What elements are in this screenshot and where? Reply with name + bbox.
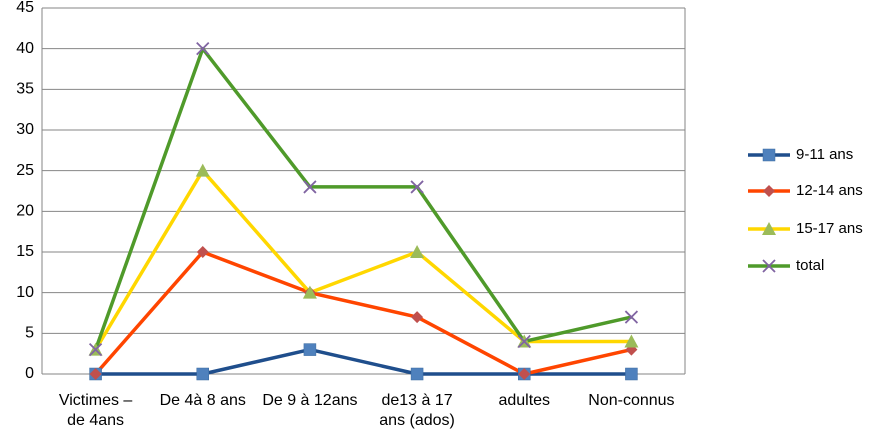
- legend-label: 12-14 ans: [796, 182, 863, 199]
- legend-label: 15-17 ans: [796, 220, 863, 237]
- data-point: [196, 367, 209, 381]
- legend-label: 9-11 ans: [796, 146, 853, 163]
- series-line: [94, 168, 632, 351]
- y-tick-label: 5: [25, 325, 34, 342]
- data-point: [625, 367, 638, 381]
- data-point: [624, 334, 639, 348]
- data-point: [411, 311, 424, 324]
- data-point: [410, 245, 425, 258]
- legend-marker: [762, 222, 776, 235]
- y-tick-label: 10: [16, 284, 34, 301]
- series-line: [93, 46, 632, 351]
- data-point: [302, 285, 317, 299]
- data-point: [88, 342, 103, 357]
- x-tick-label: De 4à 8 ans: [159, 392, 246, 409]
- data-point: [517, 334, 531, 349]
- x-tick-label: Victimes – de 4ans: [58, 392, 133, 429]
- data-point: [196, 42, 210, 56]
- data-point: [303, 180, 317, 194]
- data-point: [303, 343, 317, 356]
- x-tick-label: De 9 à 12ans: [262, 392, 358, 409]
- y-tick-label: 25: [16, 162, 34, 179]
- data-point: [196, 246, 209, 258]
- series-line: [94, 250, 632, 376]
- legend-marker: [762, 148, 776, 162]
- x-tick-label: Non-connus: [588, 392, 675, 409]
- legend-marker: [763, 185, 775, 197]
- x-tick-label: adultes: [498, 392, 551, 409]
- y-tick-label: 0: [25, 365, 34, 382]
- series-line: [95, 347, 632, 376]
- y-tick-label: 35: [16, 81, 34, 98]
- data-point: [89, 368, 102, 380]
- y-tick-label: 15: [16, 243, 34, 260]
- legend-marker: [762, 259, 776, 273]
- data-point: [410, 180, 424, 194]
- x-tick-label: de13 à 17 ans (ados): [379, 392, 455, 429]
- y-tick-label: 30: [16, 121, 34, 138]
- data-point: [624, 310, 639, 324]
- data-point: [410, 367, 424, 381]
- y-tick-label: 20: [16, 203, 34, 220]
- data-point: [195, 163, 210, 177]
- y-tick-label: 40: [16, 40, 34, 57]
- legend-label: total: [796, 257, 824, 274]
- y-tick-label: 45: [16, 0, 34, 16]
- data-point: [518, 368, 531, 380]
